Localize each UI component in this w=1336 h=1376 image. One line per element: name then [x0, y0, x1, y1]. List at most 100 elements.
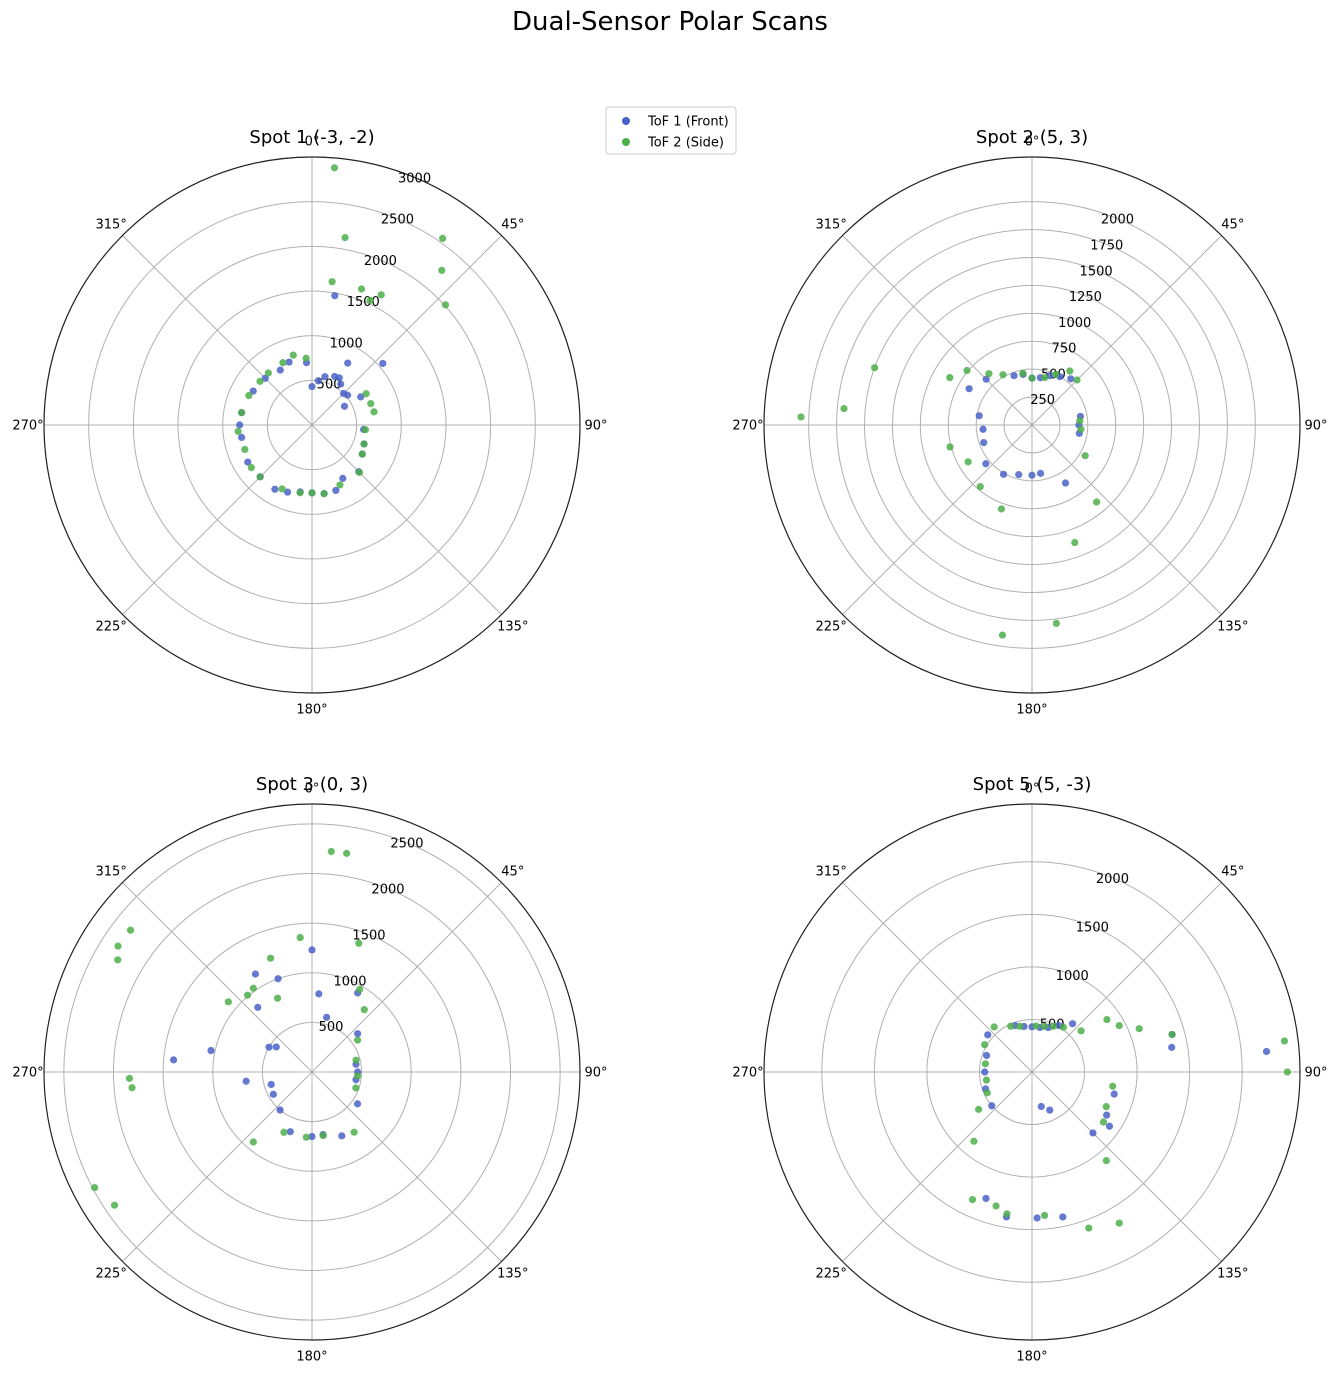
series-2 — [968, 1015, 1291, 1232]
data-point — [1040, 1211, 1049, 1220]
polar-frame — [43, 156, 581, 694]
data-point — [979, 425, 987, 433]
data-point — [276, 366, 284, 374]
data-point — [358, 450, 366, 458]
data-point — [1032, 1022, 1040, 1030]
data-point — [361, 426, 369, 434]
data-point — [266, 954, 275, 962]
theta-gridline — [311, 424, 502, 615]
polar-panel-1: Spot 1 (-3, -2)0° 45° 90° 135° 180° 225° 270° 3… — [12, 127, 607, 718]
data-point — [982, 1051, 991, 1060]
data-point — [980, 438, 988, 447]
data-point — [981, 1060, 990, 1068]
figure-title: Dual-Sensor Polar Scans — [512, 7, 828, 37]
data-point — [946, 373, 954, 382]
data-point — [91, 1183, 99, 1192]
data-point — [355, 468, 363, 476]
data-point — [350, 1128, 358, 1136]
data-point — [278, 485, 286, 493]
data-point — [357, 393, 365, 401]
data-point — [286, 1128, 294, 1136]
data-point — [1049, 1022, 1057, 1030]
data-point — [280, 1128, 288, 1136]
data-point — [1010, 372, 1018, 380]
data-point — [1061, 479, 1070, 487]
theta-tick-label: 270° — [12, 1066, 43, 1081]
data-point — [330, 164, 339, 172]
theta-tick-label: 225° — [816, 619, 847, 634]
data-point — [990, 1023, 998, 1031]
theta-tick-label: 180° — [296, 703, 327, 718]
data-point — [269, 1090, 277, 1098]
theta-gridline — [1031, 424, 1222, 615]
theta-tick-label: 90° — [584, 1066, 607, 1081]
theta-gridline — [122, 1071, 313, 1262]
data-point — [343, 391, 352, 399]
r-tick-label: 1000 — [1058, 316, 1091, 331]
data-point — [327, 847, 335, 856]
r-tick-label: 1000 — [1056, 969, 1089, 984]
data-point — [1059, 1213, 1067, 1221]
r-tick-label: 1000 — [330, 336, 363, 351]
r-tick-label: 1250 — [1069, 290, 1102, 305]
theta-tick-label: 180° — [296, 1350, 327, 1365]
polar-panel-4: Spot 5 (5, -3)0° 45° 90° 135° 180° 225° 270° 31… — [732, 774, 1327, 1365]
theta-gridline — [842, 235, 1033, 426]
data-point — [1089, 1129, 1097, 1137]
data-point — [265, 1043, 273, 1051]
data-point — [285, 358, 293, 366]
data-point — [362, 390, 370, 398]
data-point — [946, 443, 954, 451]
theta-tick-label: 90° — [1304, 1066, 1327, 1081]
theta-tick-label: 45° — [501, 865, 524, 880]
r-tick-label: 1500 — [352, 928, 385, 943]
theta-tick-label: 135° — [497, 1266, 528, 1281]
data-point — [1085, 1224, 1093, 1232]
data-point — [1280, 1037, 1289, 1045]
data-point — [997, 505, 1006, 513]
theta-tick-label: 0° — [305, 135, 320, 150]
data-point — [983, 1089, 991, 1097]
data-point — [1105, 1122, 1114, 1130]
data-point — [336, 481, 344, 489]
data-point — [308, 382, 316, 391]
data-point — [354, 1030, 362, 1038]
data-point — [251, 970, 260, 978]
theta-tick-label: 90° — [584, 419, 607, 434]
data-point — [302, 354, 310, 362]
theta-tick-label: 315° — [96, 865, 127, 880]
data-point — [965, 385, 973, 393]
data-point — [1110, 1090, 1118, 1098]
data-point — [332, 486, 340, 495]
data-point — [276, 1106, 284, 1114]
data-point — [254, 1003, 262, 1011]
data-point — [315, 990, 323, 998]
polar-panel-2: Spot 2 (5, 3)0° 45° 90° 135° 180° 225° 270° 315… — [732, 127, 1327, 718]
data-point — [357, 285, 366, 293]
series-2 — [91, 847, 368, 1209]
theta-tick-label: 270° — [732, 419, 763, 434]
data-point — [238, 433, 246, 442]
data-point — [439, 234, 447, 242]
series-2 — [234, 164, 450, 498]
data-point — [264, 369, 272, 377]
data-point — [249, 1138, 257, 1146]
data-point — [982, 375, 990, 383]
series-2 — [797, 364, 1101, 639]
data-point — [1168, 1030, 1176, 1039]
data-point — [998, 631, 1007, 639]
data-point — [308, 1132, 316, 1141]
theta-tick-label: 225° — [816, 1266, 847, 1281]
data-point — [321, 373, 329, 381]
data-point — [976, 482, 984, 491]
data-point — [1016, 1022, 1024, 1030]
theta-tick-label: 45° — [501, 218, 524, 233]
theta-tick-label: 180° — [1016, 703, 1047, 718]
data-point — [1109, 1082, 1117, 1090]
data-point — [366, 296, 374, 304]
data-point — [340, 402, 349, 410]
data-point — [337, 380, 345, 388]
data-point — [352, 1084, 360, 1092]
data-point — [1066, 367, 1074, 375]
